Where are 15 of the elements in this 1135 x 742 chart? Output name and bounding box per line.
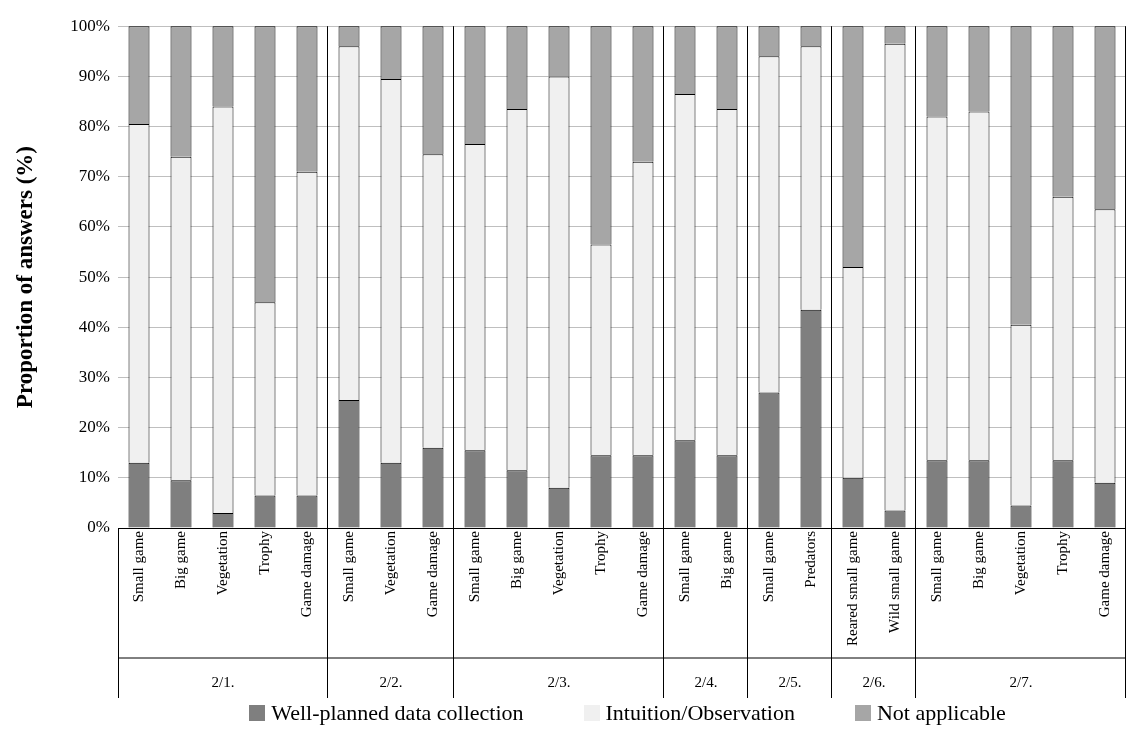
y-tick-label: 90% — [78, 65, 110, 85]
y-tick-label: 10% — [78, 467, 110, 487]
y-tick-label: 60% — [78, 216, 110, 236]
y-axis-title: Proportion of answers (%) — [11, 146, 37, 409]
y-tick-label: 0% — [87, 517, 110, 537]
y-tick-label: 80% — [78, 116, 110, 136]
legend-label: Not applicable — [876, 700, 1006, 726]
legend-label: Intuition/Observation — [605, 700, 795, 726]
legend-label: Well-planned data collection — [271, 700, 524, 726]
y-tick-label: 20% — [78, 417, 110, 437]
y-tick-label: 30% — [78, 366, 110, 386]
y-tick-label: 50% — [78, 266, 110, 286]
y-tick-label: 100% — [70, 15, 110, 35]
y-tick-label: 70% — [78, 166, 110, 186]
y-tick-label: 40% — [78, 316, 110, 336]
